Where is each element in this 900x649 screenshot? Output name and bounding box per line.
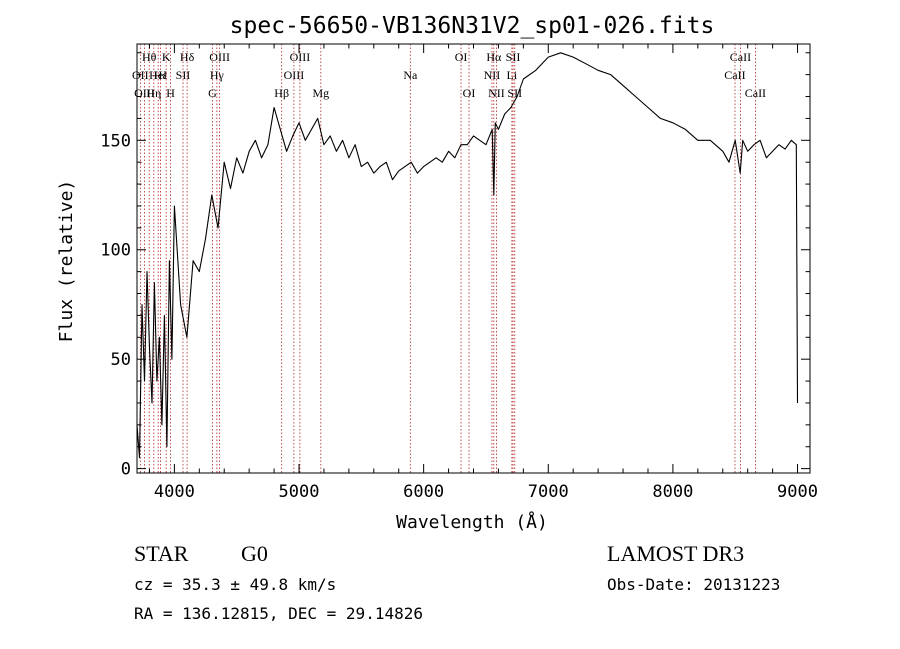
line-label: Hε: [154, 68, 168, 82]
x-tick-label: 6000: [403, 482, 444, 502]
y-tick-label: 0: [121, 460, 131, 480]
line-label: NII: [484, 68, 501, 82]
axis-ticks: 4000 5000 6000 7000 8000 9000 0 50 100 150: [100, 44, 818, 502]
reference-lines: [139, 44, 756, 473]
line-label: NII: [488, 86, 505, 100]
chart-title: spec-56650-VB136N31V2_sp01-026.fits: [230, 13, 715, 39]
line-label: G: [208, 86, 217, 100]
series-layer: [136, 52, 799, 459]
x-tick-label: 4000: [154, 482, 195, 502]
line-label: SII: [176, 68, 191, 82]
line-label: Li: [507, 68, 518, 82]
line-label: Hα: [486, 50, 502, 64]
line-label: HeI: [149, 68, 167, 82]
series-line-0: [136, 52, 799, 459]
y-tick-label: 150: [100, 131, 131, 151]
y-axis-label: Flux (relative): [56, 180, 77, 343]
line-label: CaII: [724, 68, 745, 82]
line-label: OI: [463, 86, 476, 100]
line-label: Na: [403, 68, 418, 82]
x-tick-label: 9000: [777, 482, 818, 502]
line-label: CaII: [730, 50, 751, 64]
line-label: Hγ: [210, 68, 225, 82]
line-label: Hβ: [274, 86, 289, 100]
y-tick-label: 50: [111, 350, 131, 370]
line-label: Hθ: [142, 50, 157, 64]
line-label: SII: [506, 50, 521, 64]
line-label: OI: [455, 50, 468, 64]
redshift-cz: cz = 35.3 ± 49.8 km/s: [134, 575, 337, 594]
survey-name: LAMOST DR3: [607, 541, 745, 566]
line-label: H: [166, 86, 175, 100]
line-label: K: [162, 50, 171, 64]
coordinates: RA = 136.12815, DEC = 29.14826: [134, 604, 423, 623]
line-label: OIII: [284, 68, 305, 82]
y-tick-label: 100: [100, 241, 131, 261]
observation-date: Obs-Date: 20131223: [607, 575, 781, 594]
object-class: STAR: [134, 541, 189, 566]
object-subclass: G0: [241, 541, 268, 566]
line-label: OII: [132, 68, 149, 82]
line-label: OIII: [209, 50, 230, 64]
x-axis-label: Wavelength (Å): [396, 511, 548, 533]
x-tick-label: 5000: [279, 482, 320, 502]
x-tick-label: 8000: [652, 482, 693, 502]
line-label: Hη: [146, 86, 161, 100]
line-label: Mg: [312, 86, 329, 100]
line-label: Hδ: [180, 50, 195, 64]
line-label: SII: [507, 86, 522, 100]
line-label: OIII: [290, 50, 311, 64]
line-label: OIII: [134, 86, 155, 100]
plot-frame: [136, 43, 811, 474]
x-tick-label: 7000: [528, 482, 569, 502]
line-label: CaII: [745, 86, 766, 100]
spectrum-plot: spec-56650-VB136N31V2_sp01-026.fits 4000…: [56, 13, 818, 533]
